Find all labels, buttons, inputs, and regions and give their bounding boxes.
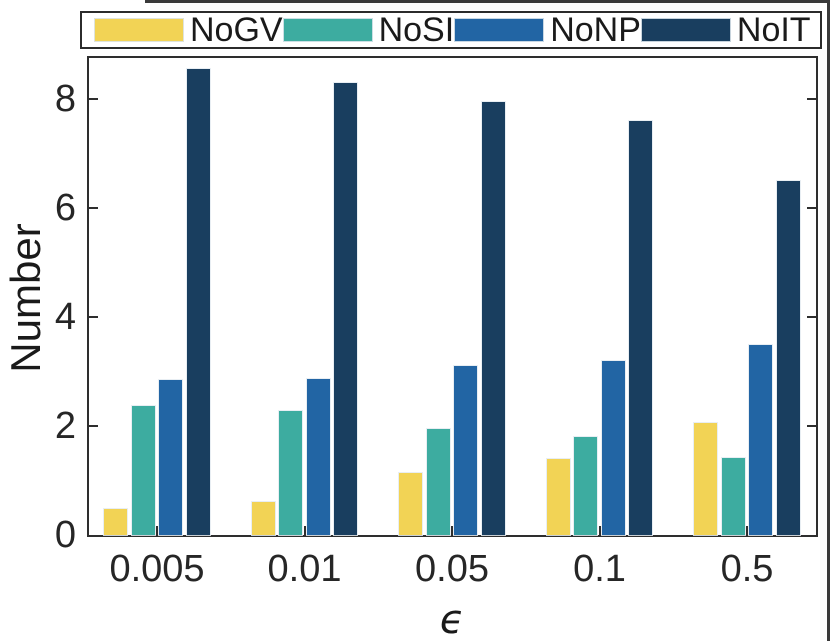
y-tick-label-8: 8: [54, 77, 76, 120]
y-tick-left-4: [89, 315, 98, 318]
legend-item-noit: NoIT: [640, 11, 811, 49]
bar-nogv-0.05: [399, 473, 423, 535]
bar-nonp-0.005: [159, 380, 183, 535]
y-tick-right-8: [807, 97, 816, 100]
x-tick-0.005: [156, 526, 158, 535]
legend-item-nonp: NoNP: [454, 13, 641, 47]
legend-swatch-nosi: [282, 18, 373, 42]
bar-nogv-0.01: [251, 502, 275, 535]
x-tick-0.05: [451, 526, 453, 535]
legend-swatch-nogv: [94, 18, 184, 42]
figure-frame-right: [827, 0, 830, 641]
y-tick-left-6: [89, 206, 98, 209]
x-tick-label-0.5: 0.5: [720, 548, 774, 590]
bar-nonp-0.1: [601, 361, 625, 535]
legend-swatch-nonp: [454, 18, 545, 42]
bar-nosi-0.005: [131, 405, 155, 535]
y-tick-label-2: 2: [54, 404, 76, 447]
legend-item-nogv: NoGV: [94, 13, 283, 47]
x-tick-0.01: [303, 526, 306, 535]
legend-label-noit: NoIT: [736, 11, 811, 49]
x-tick-label-0.1: 0.1: [573, 548, 626, 590]
bar-nogv-0.1: [546, 458, 570, 535]
x-tick-0.5: [746, 526, 748, 535]
y-tick-left-8: [89, 97, 98, 100]
bar-nogv-0.005: [104, 509, 128, 535]
bar-nonp-0.5: [749, 345, 773, 535]
bar-noit-0.01: [334, 82, 358, 535]
bar-nosi-0.05: [426, 428, 450, 535]
x-tick-label-0.01: 0.01: [267, 548, 342, 590]
y-tick-right-2: [807, 424, 816, 427]
x-tick-0.1: [598, 526, 601, 535]
bar-nosi-0.5: [721, 457, 745, 535]
bar-nonp-0.05: [454, 366, 478, 535]
legend-swatch-noit: [640, 18, 731, 42]
legend-label-nogv: NoGV: [190, 11, 283, 49]
y-tick-label-0: 0: [54, 514, 76, 556]
bar-noit-0.05: [481, 101, 505, 535]
y-tick-right-6: [807, 206, 816, 209]
bar-nogv-0.5: [694, 422, 718, 535]
bar-noit-0.5: [776, 180, 800, 535]
bar-noit-0.005: [186, 68, 210, 535]
legend-label-nosi: NoSI: [378, 11, 455, 49]
bar-noit-0.1: [629, 120, 653, 535]
x-tick-label-0.05: 0.05: [415, 548, 489, 590]
y-tick-label-4: 4: [54, 295, 76, 338]
y-tick-right-4: [807, 315, 816, 318]
y-tick-left-2: [89, 424, 98, 427]
bar-nosi-0.1: [574, 436, 598, 535]
plot-area: [87, 56, 818, 537]
y-tick-label-6: 6: [54, 186, 76, 229]
x-axis-label: ϵ: [439, 597, 465, 641]
legend: NoGV NoSI NoNP NoIT: [80, 11, 822, 49]
bar-nosi-0.01: [279, 410, 303, 535]
figure-frame-top: [145, 0, 830, 3]
legend-item-nosi: NoSI: [282, 11, 455, 49]
bar-nonp-0.01: [306, 378, 330, 535]
legend-label-nonp: NoNP: [550, 11, 641, 49]
x-tick-label-0.005: 0.005: [109, 548, 205, 590]
